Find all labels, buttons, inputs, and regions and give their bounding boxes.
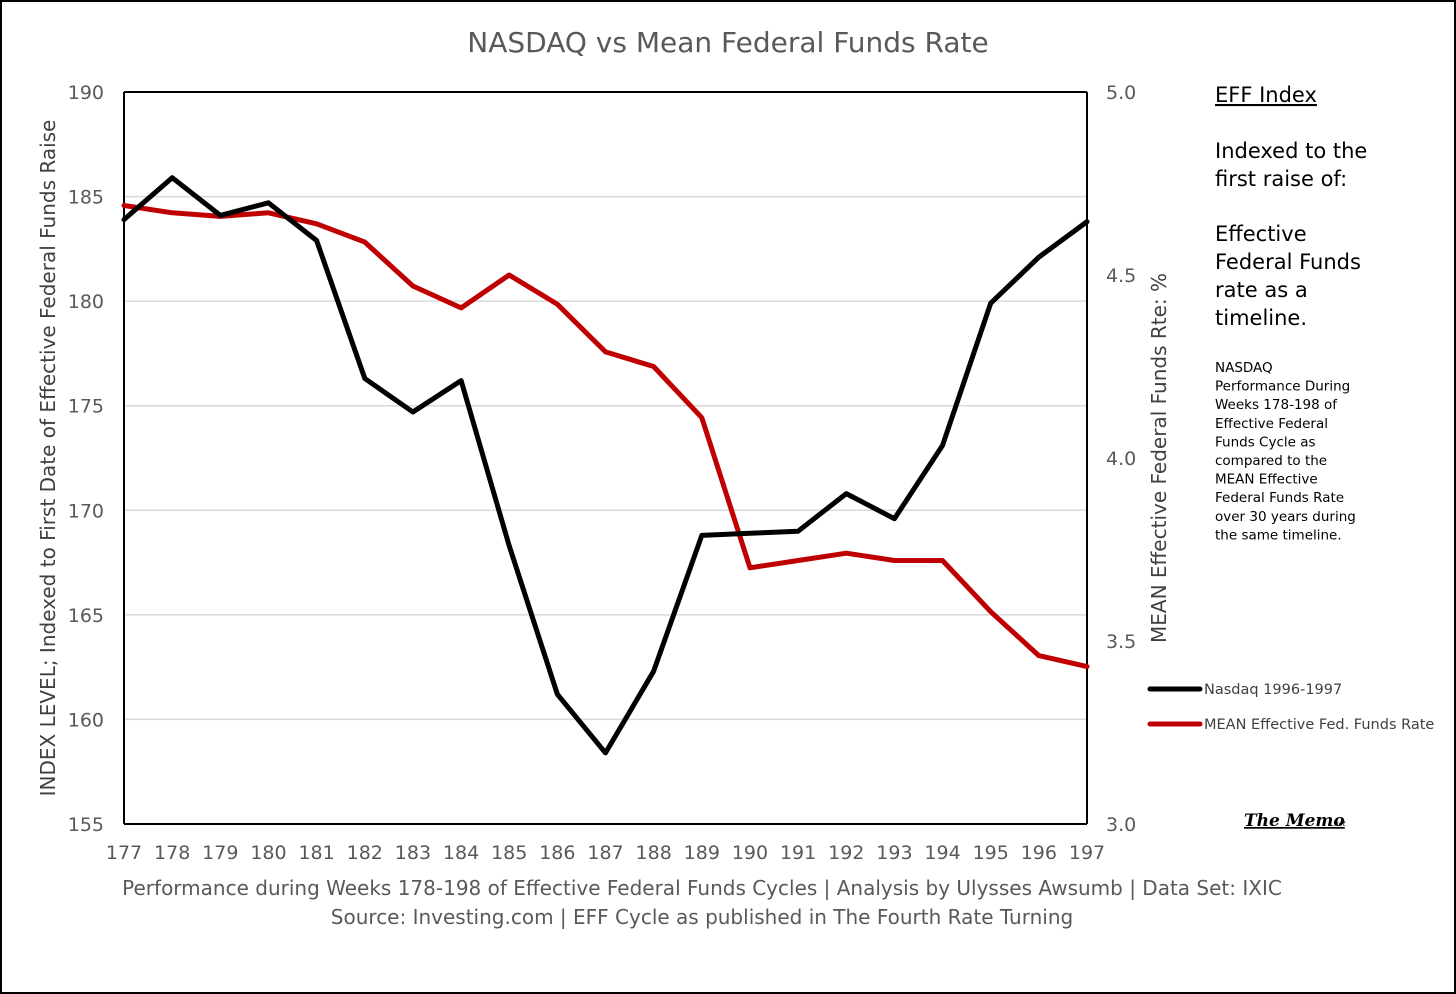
x-tick-label: 177	[106, 842, 142, 864]
side-eff-line: timeline.	[1215, 306, 1307, 330]
x-tick-label: 191	[780, 842, 816, 864]
y-tick-label: 160	[68, 709, 104, 731]
side-indexed-line: first raise of:	[1215, 167, 1347, 191]
x-tick-label: 181	[298, 842, 334, 864]
x-tick-label: 178	[154, 842, 190, 864]
series-lines	[121, 175, 1090, 756]
gridlines	[124, 195, 1087, 721]
series-line-nasdaq	[121, 175, 1090, 756]
side-eff-line: Effective	[1215, 222, 1307, 246]
side-desc-line: Performance During	[1215, 379, 1350, 395]
logo: The Memo .net	[1244, 811, 1346, 831]
y-tick-label: 190	[68, 82, 104, 104]
side-indexed-line: Indexed to the	[1215, 139, 1367, 163]
x-tick-label: 180	[250, 842, 286, 864]
y-tick-label: 170	[68, 500, 104, 522]
y2-axis-label: MEAN Effective Federal Funds Rte: %	[1147, 273, 1171, 643]
y2-tick-label: 4.0	[1106, 448, 1136, 470]
y2-tick-label: 5.0	[1106, 82, 1136, 104]
x-tick-label: 184	[443, 842, 479, 864]
side-indexed-text: Indexed to the first raise of:	[1215, 139, 1367, 191]
side-desc-line: MEAN Effective	[1215, 472, 1318, 488]
y-tick-label: 180	[68, 291, 104, 313]
x-tick-label: 190	[732, 842, 768, 864]
footnote-line-1: Performance during Weeks 178-198 of Effe…	[122, 876, 1282, 900]
legend-label: MEAN Effective Fed. Funds Rate	[1204, 717, 1434, 733]
x-tick-label: 182	[347, 842, 383, 864]
x-tick-label: 187	[587, 842, 623, 864]
side-eff-line: rate as a	[1215, 278, 1308, 302]
side-heading: EFF Index	[1215, 83, 1317, 107]
side-desc-line: Federal Funds Rate	[1215, 490, 1344, 506]
y-tick-label: 155	[68, 814, 104, 836]
chart-title: NASDAQ vs Mean Federal Funds Rate	[467, 26, 988, 59]
y-tick-label: 175	[68, 396, 104, 418]
side-desc-line: Effective Federal	[1215, 416, 1328, 432]
y-tick-labels: 190 185 180 175 170 165 160 155	[68, 82, 104, 836]
legend: Nasdaq 1996-1997 MEAN Effective Fed. Fund…	[1147, 682, 1434, 733]
side-desc-line: over 30 years during	[1215, 509, 1356, 525]
axes	[123, 91, 1088, 825]
legend-label: Nasdaq 1996-1997	[1204, 682, 1342, 698]
side-eff-line: Federal Funds	[1215, 250, 1361, 274]
series-line-eff-rate	[121, 203, 1090, 670]
x-tick-label: 185	[491, 842, 527, 864]
x-tick-label: 186	[539, 842, 575, 864]
logo-text: The Memo	[1244, 811, 1345, 831]
x-tick-label: 196	[1021, 842, 1057, 864]
x-tick-label: 192	[828, 842, 864, 864]
side-desc-line: Funds Cycle as	[1215, 434, 1316, 450]
y-tick-label: 185	[68, 187, 104, 209]
y2-tick-label: 4.5	[1106, 265, 1136, 287]
footnote-line-2: Source: Investing.com | EFF Cycle as pub…	[331, 905, 1073, 929]
x-tick-label: 183	[395, 842, 431, 864]
y-axis-label: INDEX LEVEL; Indexed to First Date of Ef…	[36, 120, 60, 797]
x-tick-label: 189	[684, 842, 720, 864]
y-tick-label: 165	[68, 605, 104, 627]
y2-tick-label: 3.5	[1106, 631, 1136, 653]
x-tick-label: 195	[973, 842, 1009, 864]
x-tick-label: 197	[1069, 842, 1105, 864]
logo-suffix: .net	[1332, 820, 1346, 828]
side-desc-line: Weeks 178-198 of	[1215, 397, 1338, 413]
side-desc-line: NASDAQ	[1215, 360, 1273, 376]
x-tick-labels: 177 178 179 180 181 182 183 184 185 186 187 188 189 1…	[106, 842, 1105, 864]
side-desc-line: the same timeline.	[1215, 527, 1342, 543]
side-eff-text: Effective Federal Funds rate as a timeline.	[1215, 222, 1361, 330]
x-tick-label: 193	[876, 842, 912, 864]
x-tick-label: 194	[924, 842, 960, 864]
y2-tick-label: 3.0	[1106, 814, 1136, 836]
side-desc-line: compared to the	[1215, 453, 1327, 469]
x-tick-label: 188	[636, 842, 672, 864]
y2-tick-labels: 5.0 4.5 4.0 3.5 3.0	[1106, 82, 1136, 836]
x-tick-label: 179	[202, 842, 238, 864]
side-description: NASDAQ Performance During Weeks 178-198 of…	[1215, 360, 1356, 543]
